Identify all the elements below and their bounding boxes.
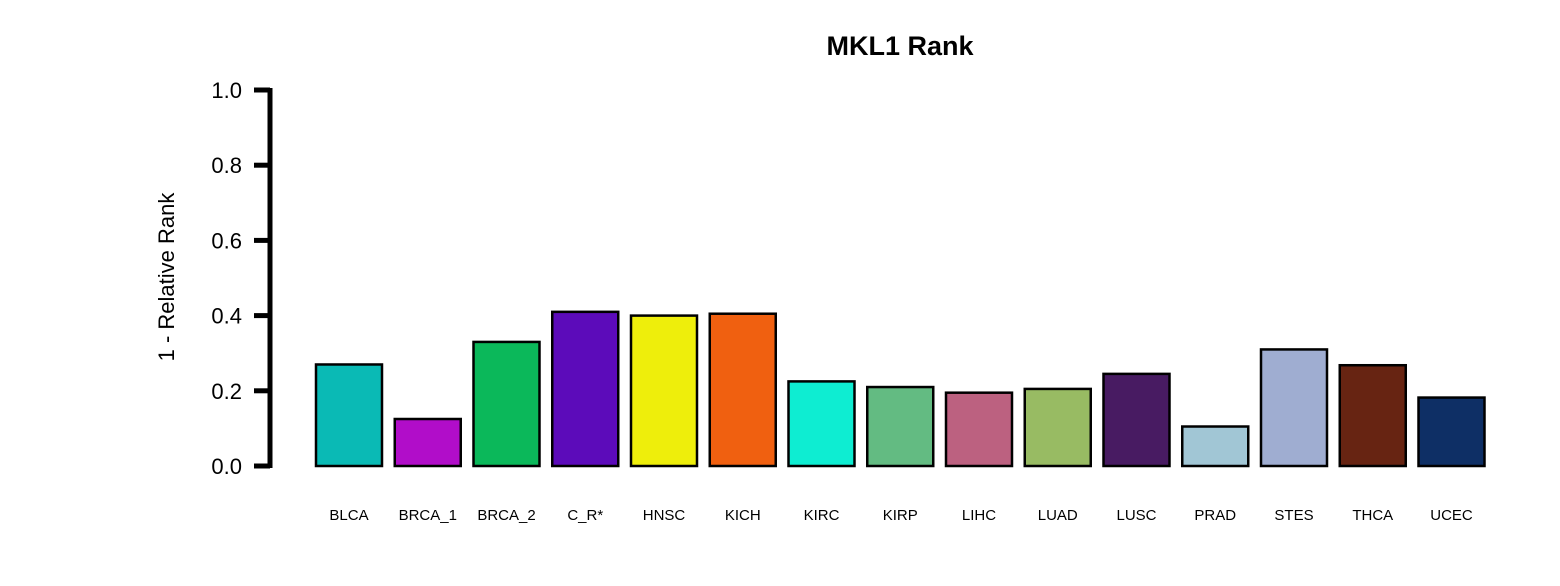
x-axis-tick-labels: BLCA BRCA_1 BRCA_2 C_R* HNSC KICH KIRC KIRP LIHC… bbox=[329, 507, 1473, 524]
x-tick-label: LUSC bbox=[1116, 507, 1156, 524]
x-tick-label: STES bbox=[1274, 507, 1313, 524]
x-tick-label: KIRP bbox=[883, 507, 918, 524]
y-tick-label: 0.0 bbox=[211, 454, 242, 479]
x-tick-label: C_R* bbox=[567, 507, 603, 524]
chart-title: MKL1 Rank bbox=[826, 31, 974, 61]
bar-luad bbox=[1023, 387, 1092, 468]
bar-blca bbox=[314, 363, 384, 468]
y-tick-label: 0.6 bbox=[211, 228, 242, 253]
x-tick-label: HNSC bbox=[643, 507, 686, 524]
y-axis-label: 1 - Relative Rank bbox=[154, 192, 179, 362]
bar-ucec bbox=[1417, 396, 1486, 468]
y-tick-label: 1.0 bbox=[211, 78, 242, 103]
bar-brca-1 bbox=[393, 417, 462, 468]
x-tick-label: PRAD bbox=[1194, 507, 1236, 524]
bar-hnsc bbox=[629, 314, 699, 468]
y-tick-label: 0.2 bbox=[211, 379, 242, 404]
bar-lusc bbox=[1102, 372, 1171, 468]
bar-lihc bbox=[944, 391, 1014, 468]
y-tick-label: 0.8 bbox=[211, 153, 242, 178]
y-axis: 0.0 0.2 0.4 0.6 0.8 1.0 bbox=[211, 78, 273, 479]
bar-kirc bbox=[787, 380, 856, 468]
x-tick-label: KIRC bbox=[804, 507, 840, 524]
bar-kich bbox=[708, 312, 777, 468]
x-tick-label: BRCA_1 bbox=[399, 507, 457, 524]
bar-prad bbox=[1181, 425, 1250, 468]
bar-thca bbox=[1338, 363, 1407, 468]
bars bbox=[314, 310, 1486, 468]
bar-kirp bbox=[866, 385, 935, 468]
x-tick-label: UCEC bbox=[1430, 507, 1473, 524]
x-tick-label: KICH bbox=[725, 507, 761, 524]
x-tick-label: LUAD bbox=[1038, 507, 1078, 524]
x-tick-label: BLCA bbox=[329, 507, 368, 524]
bar-brca-2 bbox=[472, 340, 541, 468]
y-tick-label: 0.4 bbox=[211, 304, 242, 329]
x-tick-label: BRCA_2 bbox=[477, 507, 535, 524]
x-tick-label: LIHC bbox=[962, 507, 996, 524]
x-tick-label: THCA bbox=[1352, 507, 1393, 524]
bar-c-r- bbox=[551, 310, 620, 468]
bar-stes bbox=[1259, 348, 1329, 468]
